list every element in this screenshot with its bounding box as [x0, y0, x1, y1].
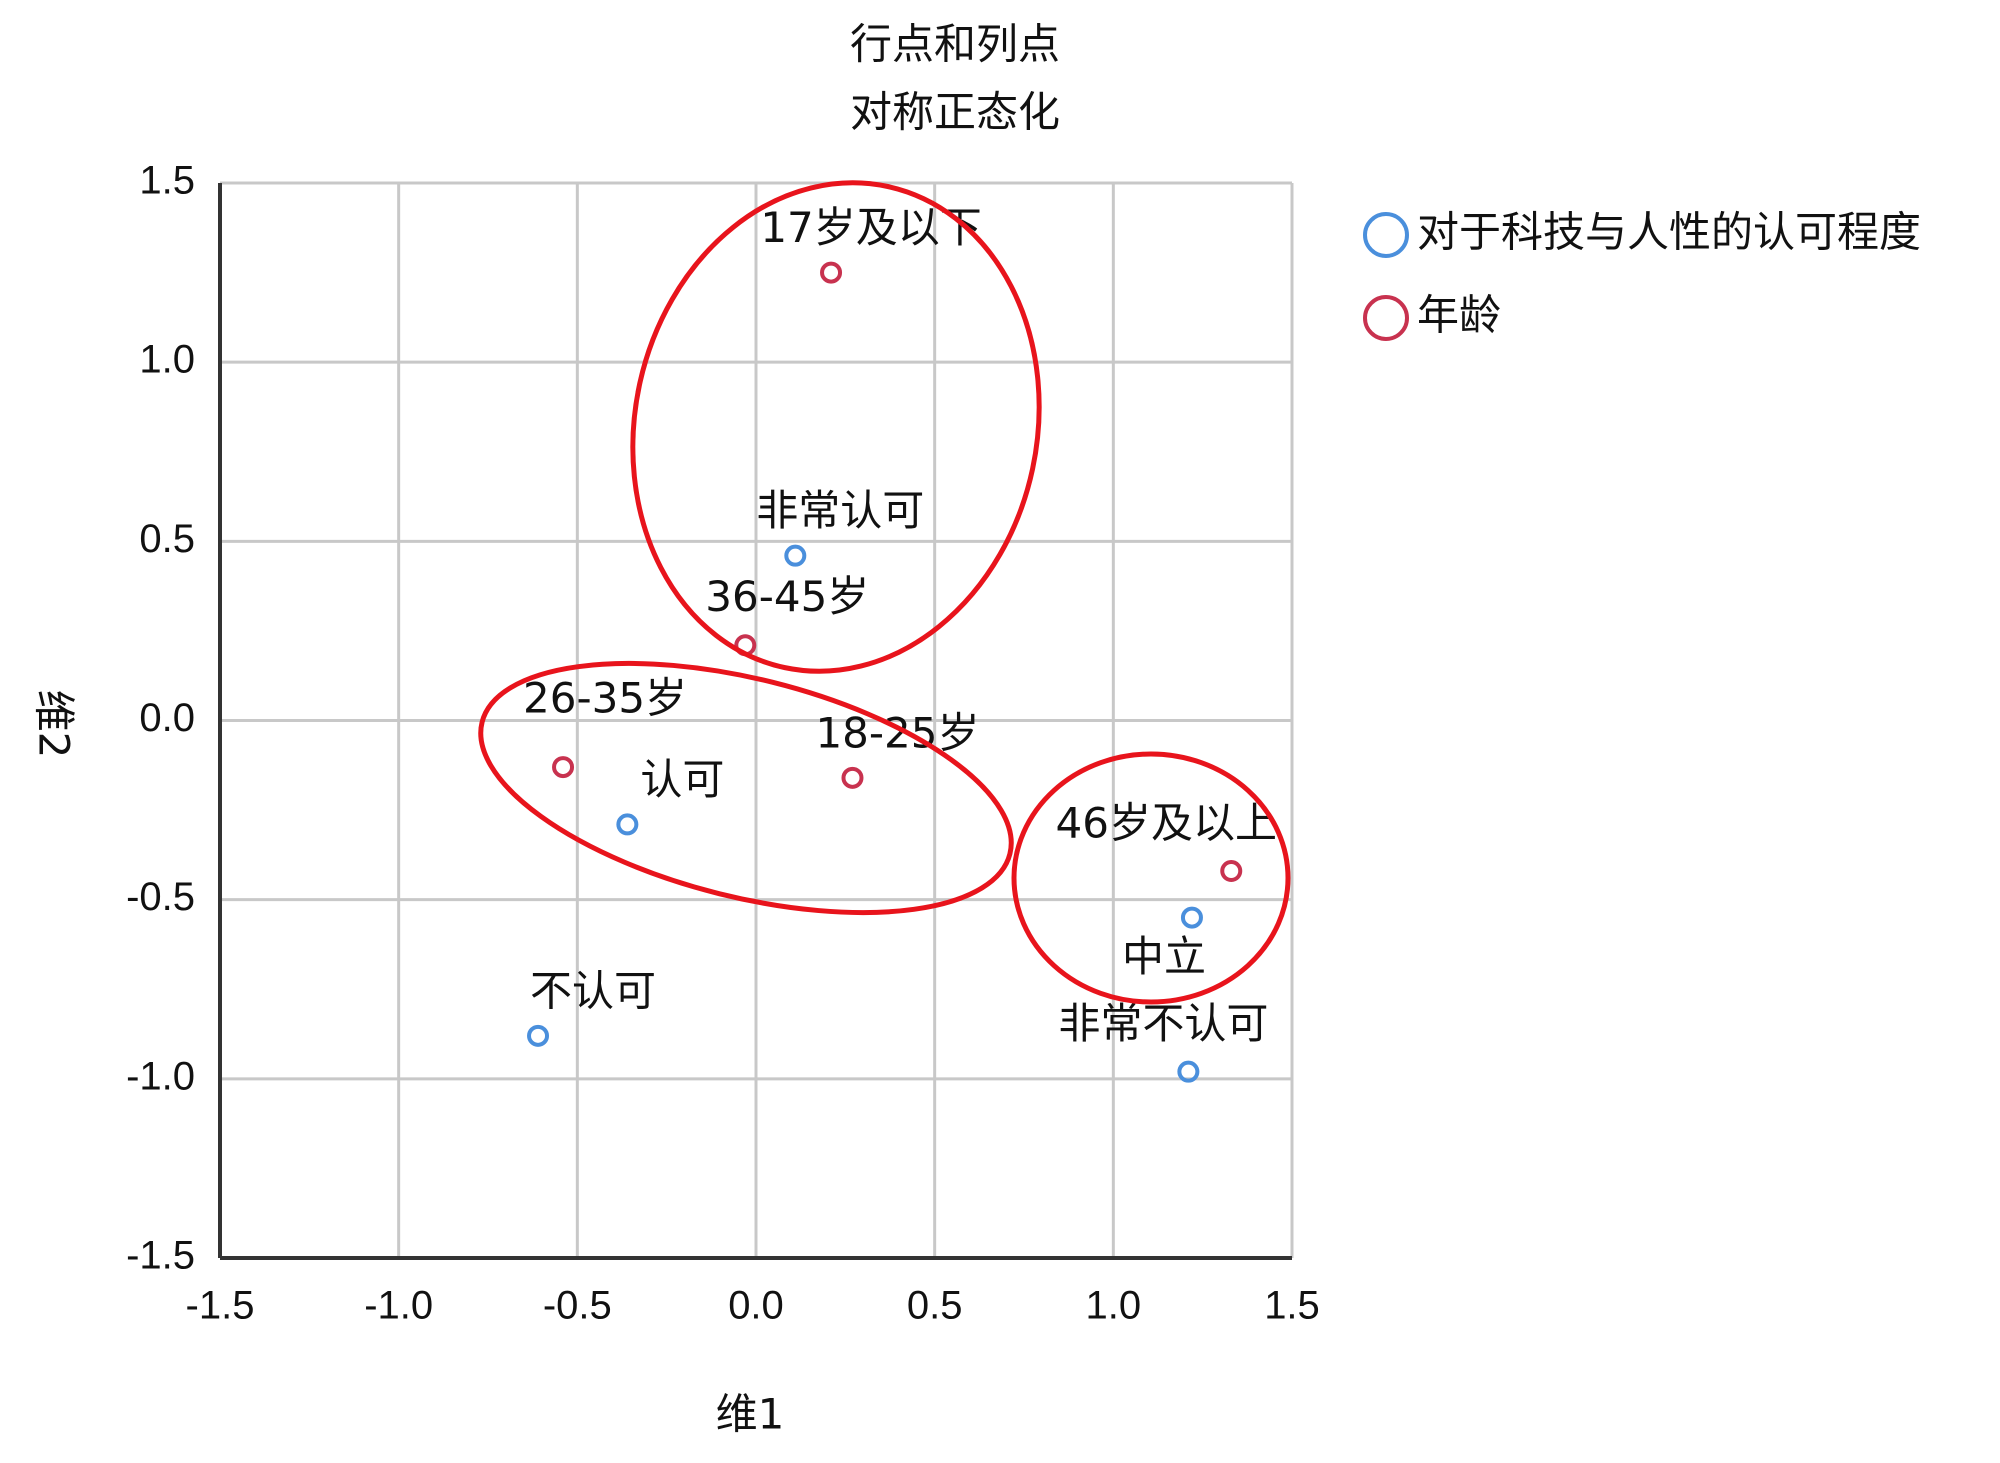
y-axis-label: 维2 — [30, 690, 79, 759]
x-tick-label: -1.5 — [186, 1284, 255, 1328]
point — [552, 756, 575, 779]
point — [527, 1024, 550, 1047]
y-tick-label: -1.0 — [126, 1054, 195, 1098]
x-tick-label: 1.5 — [1264, 1284, 1320, 1328]
legend-label: 年龄 — [1417, 291, 1501, 340]
legend-label: 对于科技与人性的认可程度 — [1417, 208, 1921, 257]
legend-marker — [1363, 212, 1409, 258]
point — [616, 813, 639, 836]
x-tick-label: -0.5 — [543, 1284, 612, 1328]
point-label: 认可 — [640, 755, 724, 804]
x-tick-label: 0.5 — [907, 1284, 963, 1328]
x-tick-label: -1.0 — [364, 1284, 433, 1328]
point — [784, 544, 807, 567]
highlight-ellipse — [630, 180, 1042, 674]
y-tick-label: 1.5 — [139, 159, 195, 203]
highlight-ellipse — [1011, 751, 1291, 1005]
point-label: 不认可 — [530, 966, 656, 1015]
y-tick-label: 0.0 — [139, 696, 195, 740]
y-tick-label: 1.0 — [139, 338, 195, 382]
chart-title: 行点和列点 — [850, 20, 1060, 69]
point-label: 46岁及以上 — [1056, 799, 1277, 848]
point — [1180, 906, 1203, 929]
annotations — [478, 180, 1291, 1005]
point — [1177, 1060, 1200, 1083]
plot-area: -1.5 -1.0 -0.5 0.0 0.5 1.0 1.5 -1.5 -1.0 -0.5 0.0 0… — [126, 159, 1320, 1328]
y-tick-label: -0.5 — [126, 875, 195, 919]
y-tick-label: 0.5 — [139, 517, 195, 561]
highlight-ellipse — [478, 660, 1014, 916]
point — [841, 766, 864, 789]
point-label: 中立 — [1122, 932, 1206, 981]
point — [1220, 860, 1243, 882]
x-tick-label: 1.0 — [1086, 1284, 1142, 1328]
point-label: 18-25岁 — [815, 708, 979, 757]
x-axis-label: 维1 — [716, 1390, 785, 1439]
y-tick-label: -1.5 — [126, 1234, 195, 1278]
point-label: 非常认可 — [756, 486, 924, 535]
point-label: 非常不认可 — [1058, 999, 1268, 1048]
point-label: 26-35岁 — [523, 674, 687, 723]
point — [820, 261, 843, 284]
legend-marker — [1363, 295, 1409, 341]
x-tick-label: 0.0 — [728, 1284, 784, 1328]
point-label: 36-45岁 — [705, 572, 869, 621]
chart-subtitle: 对称正态化 — [850, 88, 1060, 137]
